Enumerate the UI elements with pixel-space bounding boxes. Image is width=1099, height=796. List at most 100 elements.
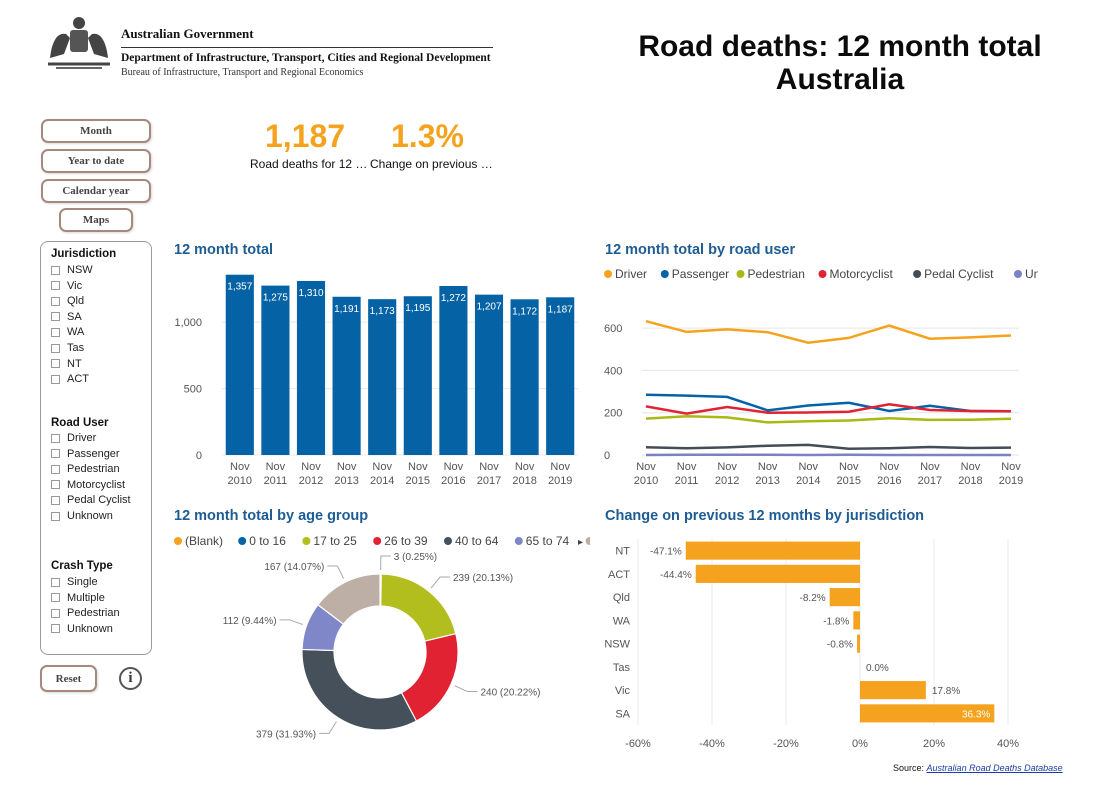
filter-crash-type-pedestrian[interactable]: Pedestrian bbox=[51, 607, 120, 619]
legend-label-pedestrian[interactable]: Pedestrian bbox=[748, 267, 805, 281]
filter-crash-type-single[interactable]: Single bbox=[51, 576, 98, 588]
donut-slice-40-to-64[interactable] bbox=[301, 648, 418, 731]
bar[interactable] bbox=[439, 286, 468, 455]
filter-jurisdiction-wa[interactable]: WA bbox=[51, 326, 84, 338]
filter-road-user-pedal-cyclist[interactable]: Pedal Cyclist bbox=[51, 494, 131, 506]
series-line-driver[interactable] bbox=[645, 319, 1012, 344]
bar-nt[interactable] bbox=[685, 541, 860, 560]
filter-road-user-passenger[interactable]: Passenger bbox=[51, 448, 120, 460]
filter-jurisdiction-vic[interactable]: Vic bbox=[51, 280, 82, 292]
filter-jurisdiction-tas[interactable]: Tas bbox=[51, 342, 84, 354]
filter-jurisdiction-sa[interactable]: SA bbox=[51, 311, 82, 323]
bar[interactable] bbox=[261, 285, 290, 455]
filter-road-user-driver[interactable]: Driver bbox=[51, 432, 96, 444]
bar-nsw[interactable] bbox=[857, 634, 860, 653]
filter-panel: Jurisdiction NSW Vic Qld SA WA Tas NT ACT Road … bbox=[40, 241, 152, 655]
series-line-passenger[interactable] bbox=[645, 393, 1012, 413]
bar-act[interactable] bbox=[695, 564, 860, 583]
calendar-year-button[interactable]: Calendar year bbox=[41, 179, 151, 203]
x-tick-label: 2011 bbox=[675, 475, 699, 487]
checkbox-icon[interactable] bbox=[51, 281, 60, 291]
checkbox-icon[interactable] bbox=[51, 359, 60, 369]
checkbox-icon[interactable] bbox=[51, 495, 60, 505]
kpi-change-value: 1.3% bbox=[391, 118, 464, 154]
bar-vic[interactable] bbox=[860, 681, 926, 700]
filter-jurisdiction-qld[interactable]: Qld bbox=[51, 295, 84, 307]
legend-label[interactable]: (Blank) bbox=[185, 534, 223, 548]
legend-label-unknown[interactable]: Unknown bbox=[1025, 267, 1038, 281]
checkbox-icon[interactable] bbox=[51, 608, 60, 618]
x-tick-label: 20% bbox=[923, 738, 945, 750]
series-line-pedestrian[interactable] bbox=[645, 415, 1012, 424]
year-to-date-button[interactable]: Year to date bbox=[41, 149, 151, 173]
filter-crash-type-unknown[interactable]: Unknown bbox=[51, 623, 113, 635]
month-button[interactable]: Month bbox=[41, 119, 151, 143]
checkbox-icon[interactable] bbox=[51, 374, 60, 384]
x-tick-label: 2015 bbox=[837, 475, 861, 487]
bar[interactable] bbox=[368, 299, 397, 455]
checkbox-icon[interactable] bbox=[51, 464, 60, 474]
series-line-pedal-cyclist[interactable] bbox=[645, 443, 1012, 450]
checkbox-icon[interactable] bbox=[51, 327, 60, 337]
filter-jurisdiction-nt[interactable]: NT bbox=[51, 358, 82, 370]
checkbox-icon[interactable] bbox=[51, 449, 60, 459]
y-tick-label: 1,000 bbox=[174, 317, 202, 329]
checkbox-icon[interactable] bbox=[51, 433, 60, 443]
checkbox-icon[interactable] bbox=[51, 577, 60, 587]
series-line-motorcyclist[interactable] bbox=[645, 403, 1012, 415]
y-tick-label: 0 bbox=[604, 450, 610, 462]
filter-road-user-label: Driver bbox=[67, 432, 97, 444]
checkbox-icon[interactable] bbox=[51, 593, 60, 603]
x-tick-label: Nov bbox=[717, 461, 737, 473]
checkbox-icon[interactable] bbox=[51, 511, 60, 521]
bar-sa[interactable] bbox=[860, 704, 995, 723]
legend-label[interactable]: 40 to 64 bbox=[455, 534, 499, 548]
slice-data-label: 167 (14.07%) bbox=[264, 562, 324, 573]
filter-road-user-pedestrian[interactable]: Pedestrian bbox=[51, 463, 120, 475]
legend-label[interactable]: 17 to 25 bbox=[313, 534, 357, 548]
checkbox-icon[interactable] bbox=[51, 265, 60, 275]
x-tick-label: Nov bbox=[550, 461, 570, 473]
donut-slice-75[interactable] bbox=[317, 573, 381, 625]
checkbox-icon[interactable] bbox=[51, 312, 60, 322]
bar-data-label: 36.3% bbox=[962, 709, 990, 720]
bar[interactable] bbox=[403, 296, 432, 455]
x-tick-label: Nov bbox=[372, 461, 392, 473]
legend-label-motorcyclist[interactable]: Motorcyclist bbox=[830, 267, 894, 281]
bar[interactable] bbox=[474, 294, 504, 455]
x-tick-label: Nov bbox=[479, 461, 499, 473]
bar[interactable] bbox=[510, 299, 539, 455]
legend-label[interactable]: 0 to 16 bbox=[249, 534, 286, 548]
filter-jurisdiction-act[interactable]: ACT bbox=[51, 373, 89, 385]
bar[interactable] bbox=[296, 280, 326, 455]
legend-label-driver[interactable]: Driver bbox=[615, 267, 647, 281]
source-link[interactable]: Australian Road Deaths Database bbox=[926, 763, 1063, 773]
legend-label[interactable]: 26 to 39 bbox=[384, 534, 428, 548]
bar-wa[interactable] bbox=[853, 611, 860, 630]
legend-label[interactable]: 65 to 74 bbox=[526, 534, 570, 548]
filter-jurisdiction-nsw[interactable]: NSW bbox=[51, 264, 93, 276]
legend-label-passenger[interactable]: Passenger bbox=[672, 267, 729, 281]
bar[interactable] bbox=[332, 296, 361, 455]
crash-type-filter-heading: Crash Type bbox=[51, 560, 113, 572]
checkbox-icon[interactable] bbox=[51, 624, 60, 634]
donut-slice-17-to-25[interactable] bbox=[380, 573, 457, 642]
filter-road-user-unknown[interactable]: Unknown bbox=[51, 510, 113, 522]
bar-qld[interactable] bbox=[829, 588, 860, 607]
coat-of-arms-icon bbox=[48, 17, 110, 69]
reset-button[interactable]: Reset bbox=[40, 665, 97, 692]
bar[interactable] bbox=[546, 297, 575, 455]
maps-button[interactable]: Maps bbox=[59, 208, 133, 232]
info-icon[interactable]: i bbox=[119, 667, 142, 690]
bar[interactable] bbox=[225, 274, 254, 455]
filter-road-user-label: Unknown bbox=[67, 510, 113, 522]
legend-marker-17-to-25 bbox=[302, 537, 311, 545]
checkbox-icon[interactable] bbox=[51, 343, 60, 353]
checkbox-icon[interactable] bbox=[51, 296, 60, 306]
legend-scroll-icon[interactable]: ▸ bbox=[578, 537, 583, 548]
filter-crash-type-multiple[interactable]: Multiple bbox=[51, 592, 105, 604]
checkbox-icon[interactable] bbox=[51, 480, 60, 490]
filter-road-user-label: Passenger bbox=[67, 447, 120, 460]
filter-road-user-motorcyclist[interactable]: Motorcyclist bbox=[51, 479, 125, 491]
legend-label-pedal-cyclist[interactable]: Pedal Cyclist bbox=[924, 267, 994, 281]
